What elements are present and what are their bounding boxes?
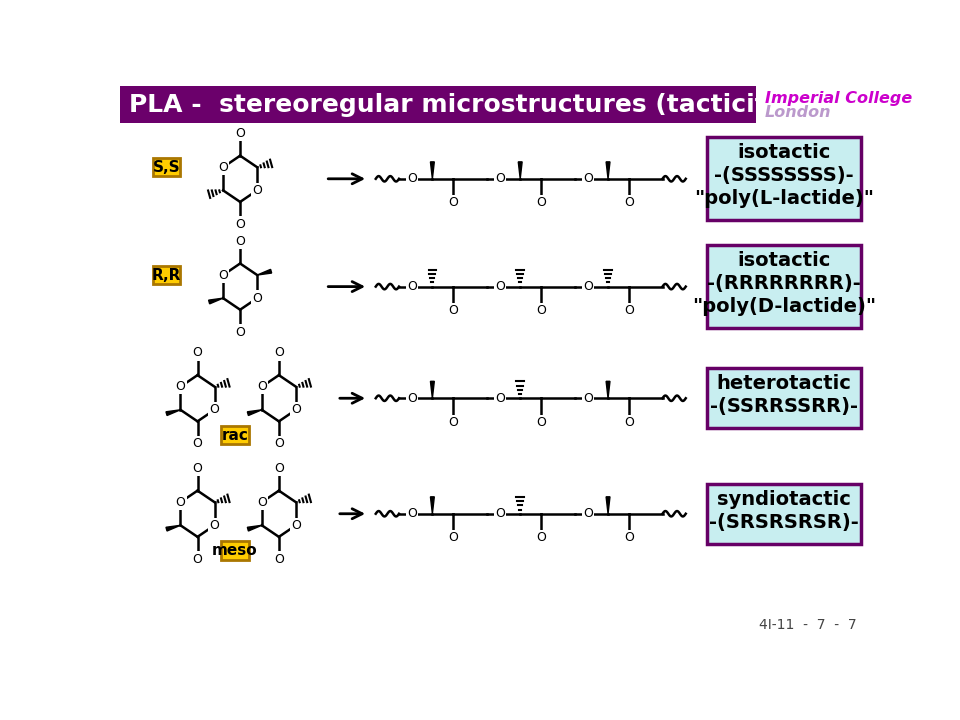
Text: O: O: [176, 495, 185, 509]
Text: O: O: [448, 196, 458, 210]
Text: syndiotactic: syndiotactic: [717, 490, 852, 508]
Text: O: O: [291, 403, 300, 416]
Text: -(RRRRRRRR)-: -(RRRRRRRR)-: [708, 274, 861, 293]
Text: O: O: [257, 495, 267, 509]
Text: -(SRSRSRSR)-: -(SRSRSRSR)-: [709, 513, 859, 531]
Text: O: O: [209, 519, 220, 532]
Text: O: O: [624, 304, 634, 317]
Polygon shape: [208, 298, 223, 304]
Polygon shape: [606, 382, 610, 398]
Text: rac: rac: [221, 428, 248, 443]
Text: London: London: [765, 105, 831, 120]
Text: O: O: [235, 127, 245, 140]
Text: isotactic: isotactic: [737, 143, 830, 162]
Text: O: O: [624, 415, 634, 428]
FancyBboxPatch shape: [708, 368, 861, 428]
Text: O: O: [193, 346, 203, 359]
Text: O: O: [235, 235, 245, 248]
Text: O: O: [448, 304, 458, 317]
FancyBboxPatch shape: [153, 158, 180, 176]
Text: isotactic: isotactic: [737, 251, 830, 270]
Text: O: O: [218, 161, 228, 174]
Text: "poly(L-lactide)": "poly(L-lactide)": [694, 189, 875, 208]
Text: O: O: [274, 462, 284, 474]
Text: O: O: [583, 280, 592, 293]
Polygon shape: [606, 162, 610, 179]
Text: O: O: [448, 415, 458, 428]
Text: O: O: [274, 346, 284, 359]
Text: O: O: [624, 196, 634, 210]
Text: Imperial College: Imperial College: [765, 91, 912, 107]
FancyBboxPatch shape: [221, 426, 249, 444]
Text: O: O: [235, 325, 245, 338]
Polygon shape: [166, 526, 180, 531]
Text: O: O: [209, 403, 220, 416]
FancyBboxPatch shape: [221, 541, 249, 560]
Text: O: O: [407, 280, 417, 293]
Text: O: O: [407, 508, 417, 521]
Text: O: O: [624, 531, 634, 544]
Text: O: O: [274, 437, 284, 450]
Text: O: O: [495, 392, 505, 405]
Text: meso: meso: [212, 543, 257, 558]
Text: O: O: [448, 531, 458, 544]
Polygon shape: [606, 497, 610, 514]
Polygon shape: [257, 269, 272, 275]
Polygon shape: [166, 410, 180, 415]
Text: O: O: [252, 292, 262, 305]
Text: O: O: [218, 269, 228, 282]
FancyBboxPatch shape: [153, 266, 180, 284]
Text: O: O: [495, 508, 505, 521]
FancyBboxPatch shape: [708, 138, 861, 220]
Polygon shape: [430, 162, 434, 179]
Text: O: O: [407, 172, 417, 185]
Text: heterotactic: heterotactic: [717, 374, 852, 393]
Polygon shape: [430, 497, 434, 514]
Polygon shape: [248, 410, 262, 415]
Text: 4I-11  -  7  -  7: 4I-11 - 7 - 7: [758, 618, 856, 631]
Text: PLA -  stereoregular microstructures (tacticities): PLA - stereoregular microstructures (tac…: [130, 93, 819, 117]
FancyBboxPatch shape: [708, 245, 861, 328]
Polygon shape: [518, 162, 522, 179]
FancyBboxPatch shape: [708, 484, 861, 544]
Bar: [120, 86, 756, 123]
Polygon shape: [430, 382, 434, 398]
Text: O: O: [495, 172, 505, 185]
Text: R,R: R,R: [152, 268, 181, 282]
Text: O: O: [537, 304, 546, 317]
Text: "poly(D-lactide)": "poly(D-lactide)": [692, 297, 876, 316]
Text: O: O: [252, 184, 262, 197]
Text: O: O: [193, 437, 203, 450]
Text: O: O: [537, 415, 546, 428]
Text: O: O: [193, 462, 203, 474]
Text: O: O: [495, 280, 505, 293]
Text: O: O: [274, 553, 284, 566]
Text: O: O: [257, 380, 267, 393]
Text: O: O: [583, 392, 592, 405]
Text: O: O: [176, 380, 185, 393]
Text: O: O: [291, 519, 300, 532]
Text: O: O: [583, 172, 592, 185]
Text: O: O: [407, 392, 417, 405]
Text: O: O: [235, 217, 245, 230]
Text: O: O: [583, 508, 592, 521]
Polygon shape: [248, 526, 262, 531]
Text: O: O: [537, 196, 546, 210]
Text: S,S: S,S: [153, 160, 180, 175]
Text: O: O: [193, 553, 203, 566]
Text: -(SSRRSSRR)-: -(SSRRSSRR)-: [710, 397, 858, 416]
Text: -(SSSSSSSS)-: -(SSSSSSSS)-: [714, 166, 854, 185]
Text: O: O: [537, 531, 546, 544]
